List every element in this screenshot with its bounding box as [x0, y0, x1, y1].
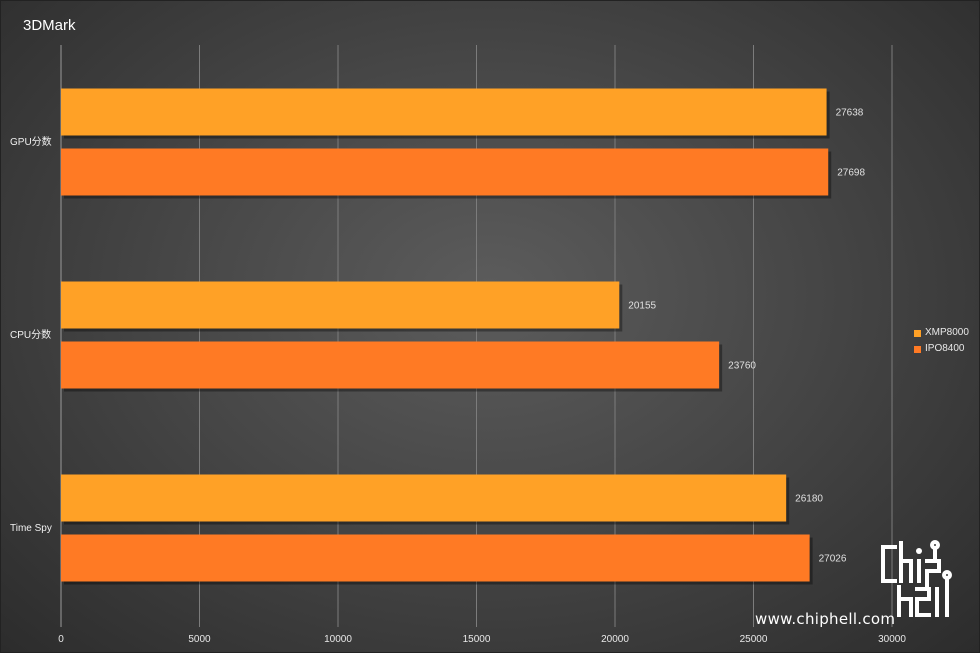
watermark-url: www.chiphell.com [755, 610, 896, 628]
x-tick-label-10000: 10000 [324, 634, 352, 645]
bar-1-0 [61, 281, 620, 329]
chiphell-logo [881, 540, 952, 617]
bar-1-1 [61, 341, 720, 389]
data-label-2-0: 26180 [795, 494, 823, 505]
bar-2-1 [61, 534, 810, 582]
legend-item-ipo8400: IPO8400 [914, 341, 969, 357]
data-label-1-1: 23760 [728, 361, 756, 372]
legend-swatch-xmp8000 [914, 329, 921, 337]
chart-title: 3DMark [23, 17, 76, 34]
legend: XMP8000 IPO8400 [914, 325, 969, 357]
data-label-2-1: 27026 [819, 554, 847, 565]
category-label-2: Time Spy [10, 523, 52, 534]
data-label-1-0: 20155 [628, 301, 656, 312]
bar-2-0 [61, 474, 787, 522]
legend-label-xmp8000: XMP8000 [925, 327, 969, 338]
category-label-1: CPU分数 [10, 328, 51, 341]
category-label-0: GPU分数 [10, 135, 52, 148]
x-tick-label-30000: 30000 [878, 634, 906, 645]
x-tick-label-5000: 5000 [188, 634, 211, 645]
legend-label-ipo8400: IPO8400 [925, 343, 965, 354]
x-tick-label-25000: 25000 [740, 634, 768, 645]
bar-0-0 [61, 88, 827, 136]
x-tick-label-15000: 15000 [463, 634, 491, 645]
legend-swatch-ipo8400 [914, 345, 921, 353]
data-label-0-1: 27698 [837, 168, 865, 179]
data-label-0-0: 27638 [836, 108, 864, 119]
legend-item-xmp8000: XMP8000 [914, 325, 969, 341]
bar-0-1 [61, 148, 829, 196]
x-tick-label-20000: 20000 [601, 634, 629, 645]
x-tick-label-0: 0 [58, 634, 64, 645]
